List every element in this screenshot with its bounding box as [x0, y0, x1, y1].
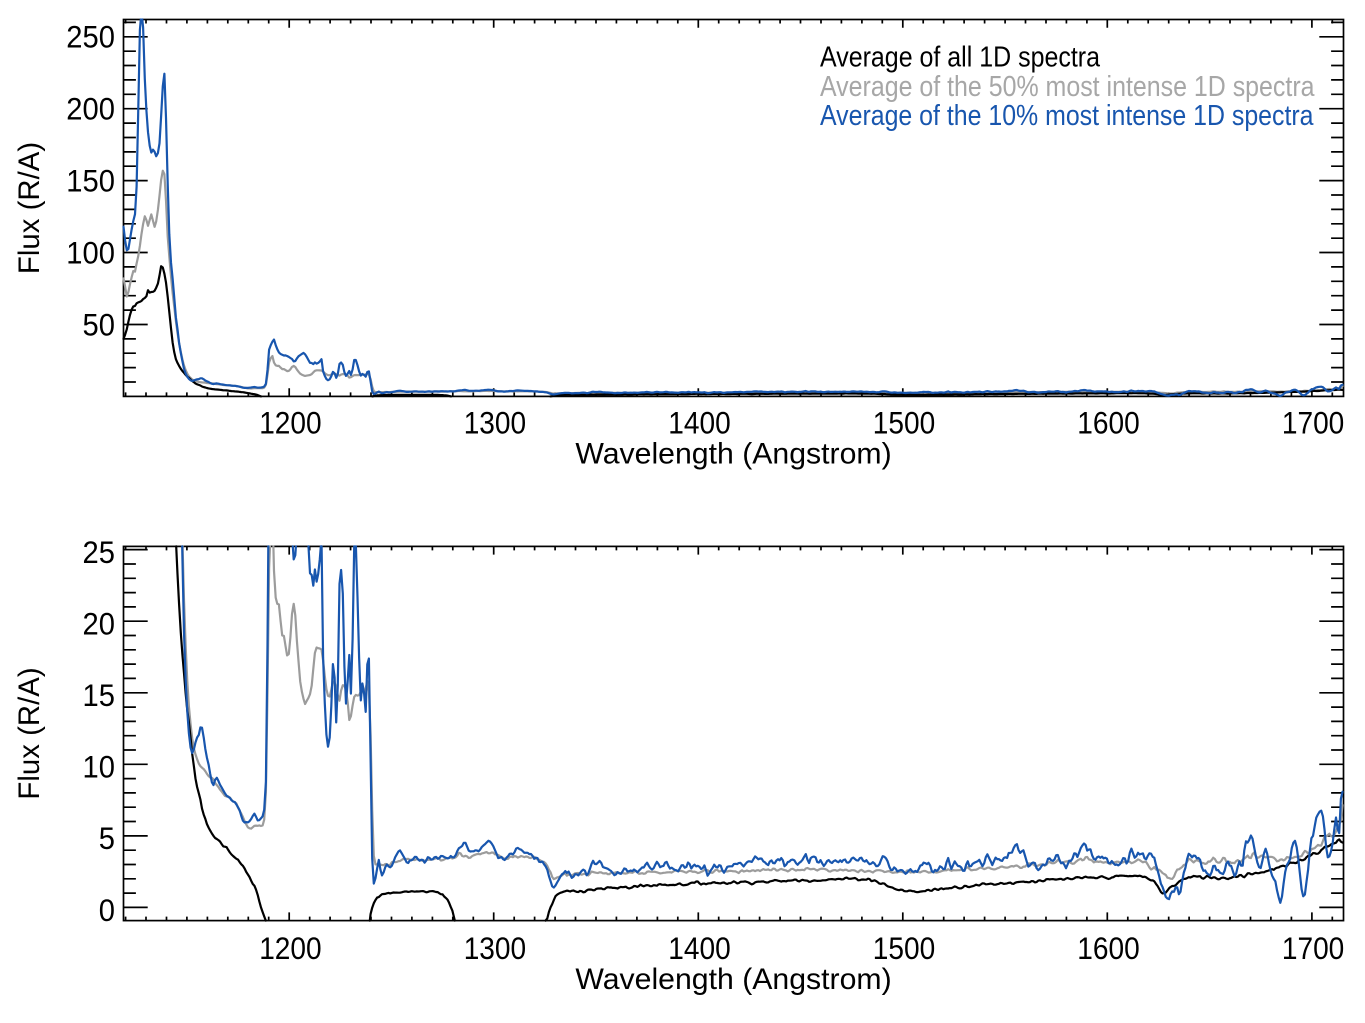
svg-text:Average of the 10% most intens: Average of the 10% most intense 1D spect… — [820, 100, 1314, 132]
svg-text:1200: 1200 — [259, 405, 321, 440]
svg-text:25: 25 — [83, 535, 115, 570]
svg-text:1600: 1600 — [1077, 931, 1139, 966]
svg-text:1700: 1700 — [1282, 931, 1344, 966]
svg-text:250: 250 — [66, 20, 115, 55]
svg-text:50: 50 — [83, 307, 115, 342]
svg-text:1200: 1200 — [259, 931, 321, 966]
svg-text:200: 200 — [66, 92, 115, 127]
svg-text:1300: 1300 — [464, 931, 526, 966]
svg-text:1500: 1500 — [873, 931, 935, 966]
svg-text:15: 15 — [83, 678, 115, 713]
svg-text:Average of all 1D spectra: Average of all 1D spectra — [820, 42, 1101, 74]
svg-text:1300: 1300 — [464, 405, 526, 440]
svg-text:1400: 1400 — [668, 405, 730, 440]
svg-text:Wavelength (Angstrom): Wavelength (Angstrom) — [575, 963, 891, 996]
svg-text:Flux (R/A): Flux (R/A) — [13, 667, 46, 799]
svg-text:150: 150 — [66, 164, 115, 199]
svg-text:0: 0 — [99, 893, 115, 928]
svg-text:Average of the 50% most intens: Average of the 50% most intense 1D spect… — [820, 71, 1315, 103]
svg-text:1400: 1400 — [668, 931, 730, 966]
svg-text:10: 10 — [83, 750, 115, 785]
svg-text:100: 100 — [66, 235, 115, 270]
svg-text:1700: 1700 — [1282, 405, 1344, 440]
svg-text:20: 20 — [83, 607, 115, 642]
svg-text:Wavelength (Angstrom): Wavelength (Angstrom) — [575, 438, 891, 471]
svg-text:1600: 1600 — [1077, 405, 1139, 440]
svg-text:5: 5 — [99, 821, 115, 856]
svg-text:Flux (R/A): Flux (R/A) — [13, 142, 46, 274]
svg-text:1500: 1500 — [873, 405, 935, 440]
